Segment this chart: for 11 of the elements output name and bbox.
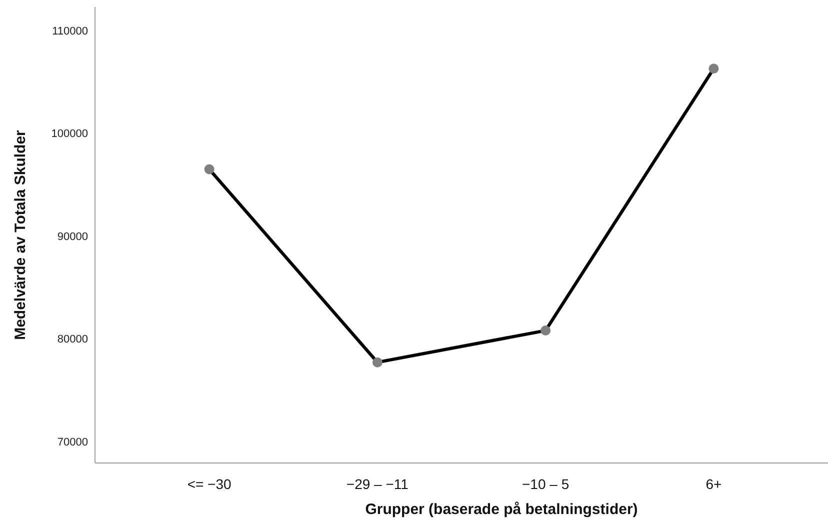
y-tick-label: 80000 bbox=[57, 334, 88, 346]
y-tick-label: 110000 bbox=[52, 25, 88, 38]
x-tick-label: <= −30 bbox=[187, 476, 232, 492]
x-tick-label: −10 – 5 bbox=[522, 476, 570, 492]
y-axis-title: Medelvärde av Totala Skulder bbox=[12, 130, 29, 340]
y-tick-label: 100000 bbox=[51, 128, 88, 140]
y-tick-label: 70000 bbox=[57, 436, 88, 448]
y-tick-label: 90000 bbox=[57, 230, 88, 243]
x-tick-label: −29 – −11 bbox=[346, 476, 409, 492]
x-axis-title: Grupper (baserade på betalningstider) bbox=[365, 501, 638, 518]
x-tick-label: 6+ bbox=[706, 476, 722, 492]
